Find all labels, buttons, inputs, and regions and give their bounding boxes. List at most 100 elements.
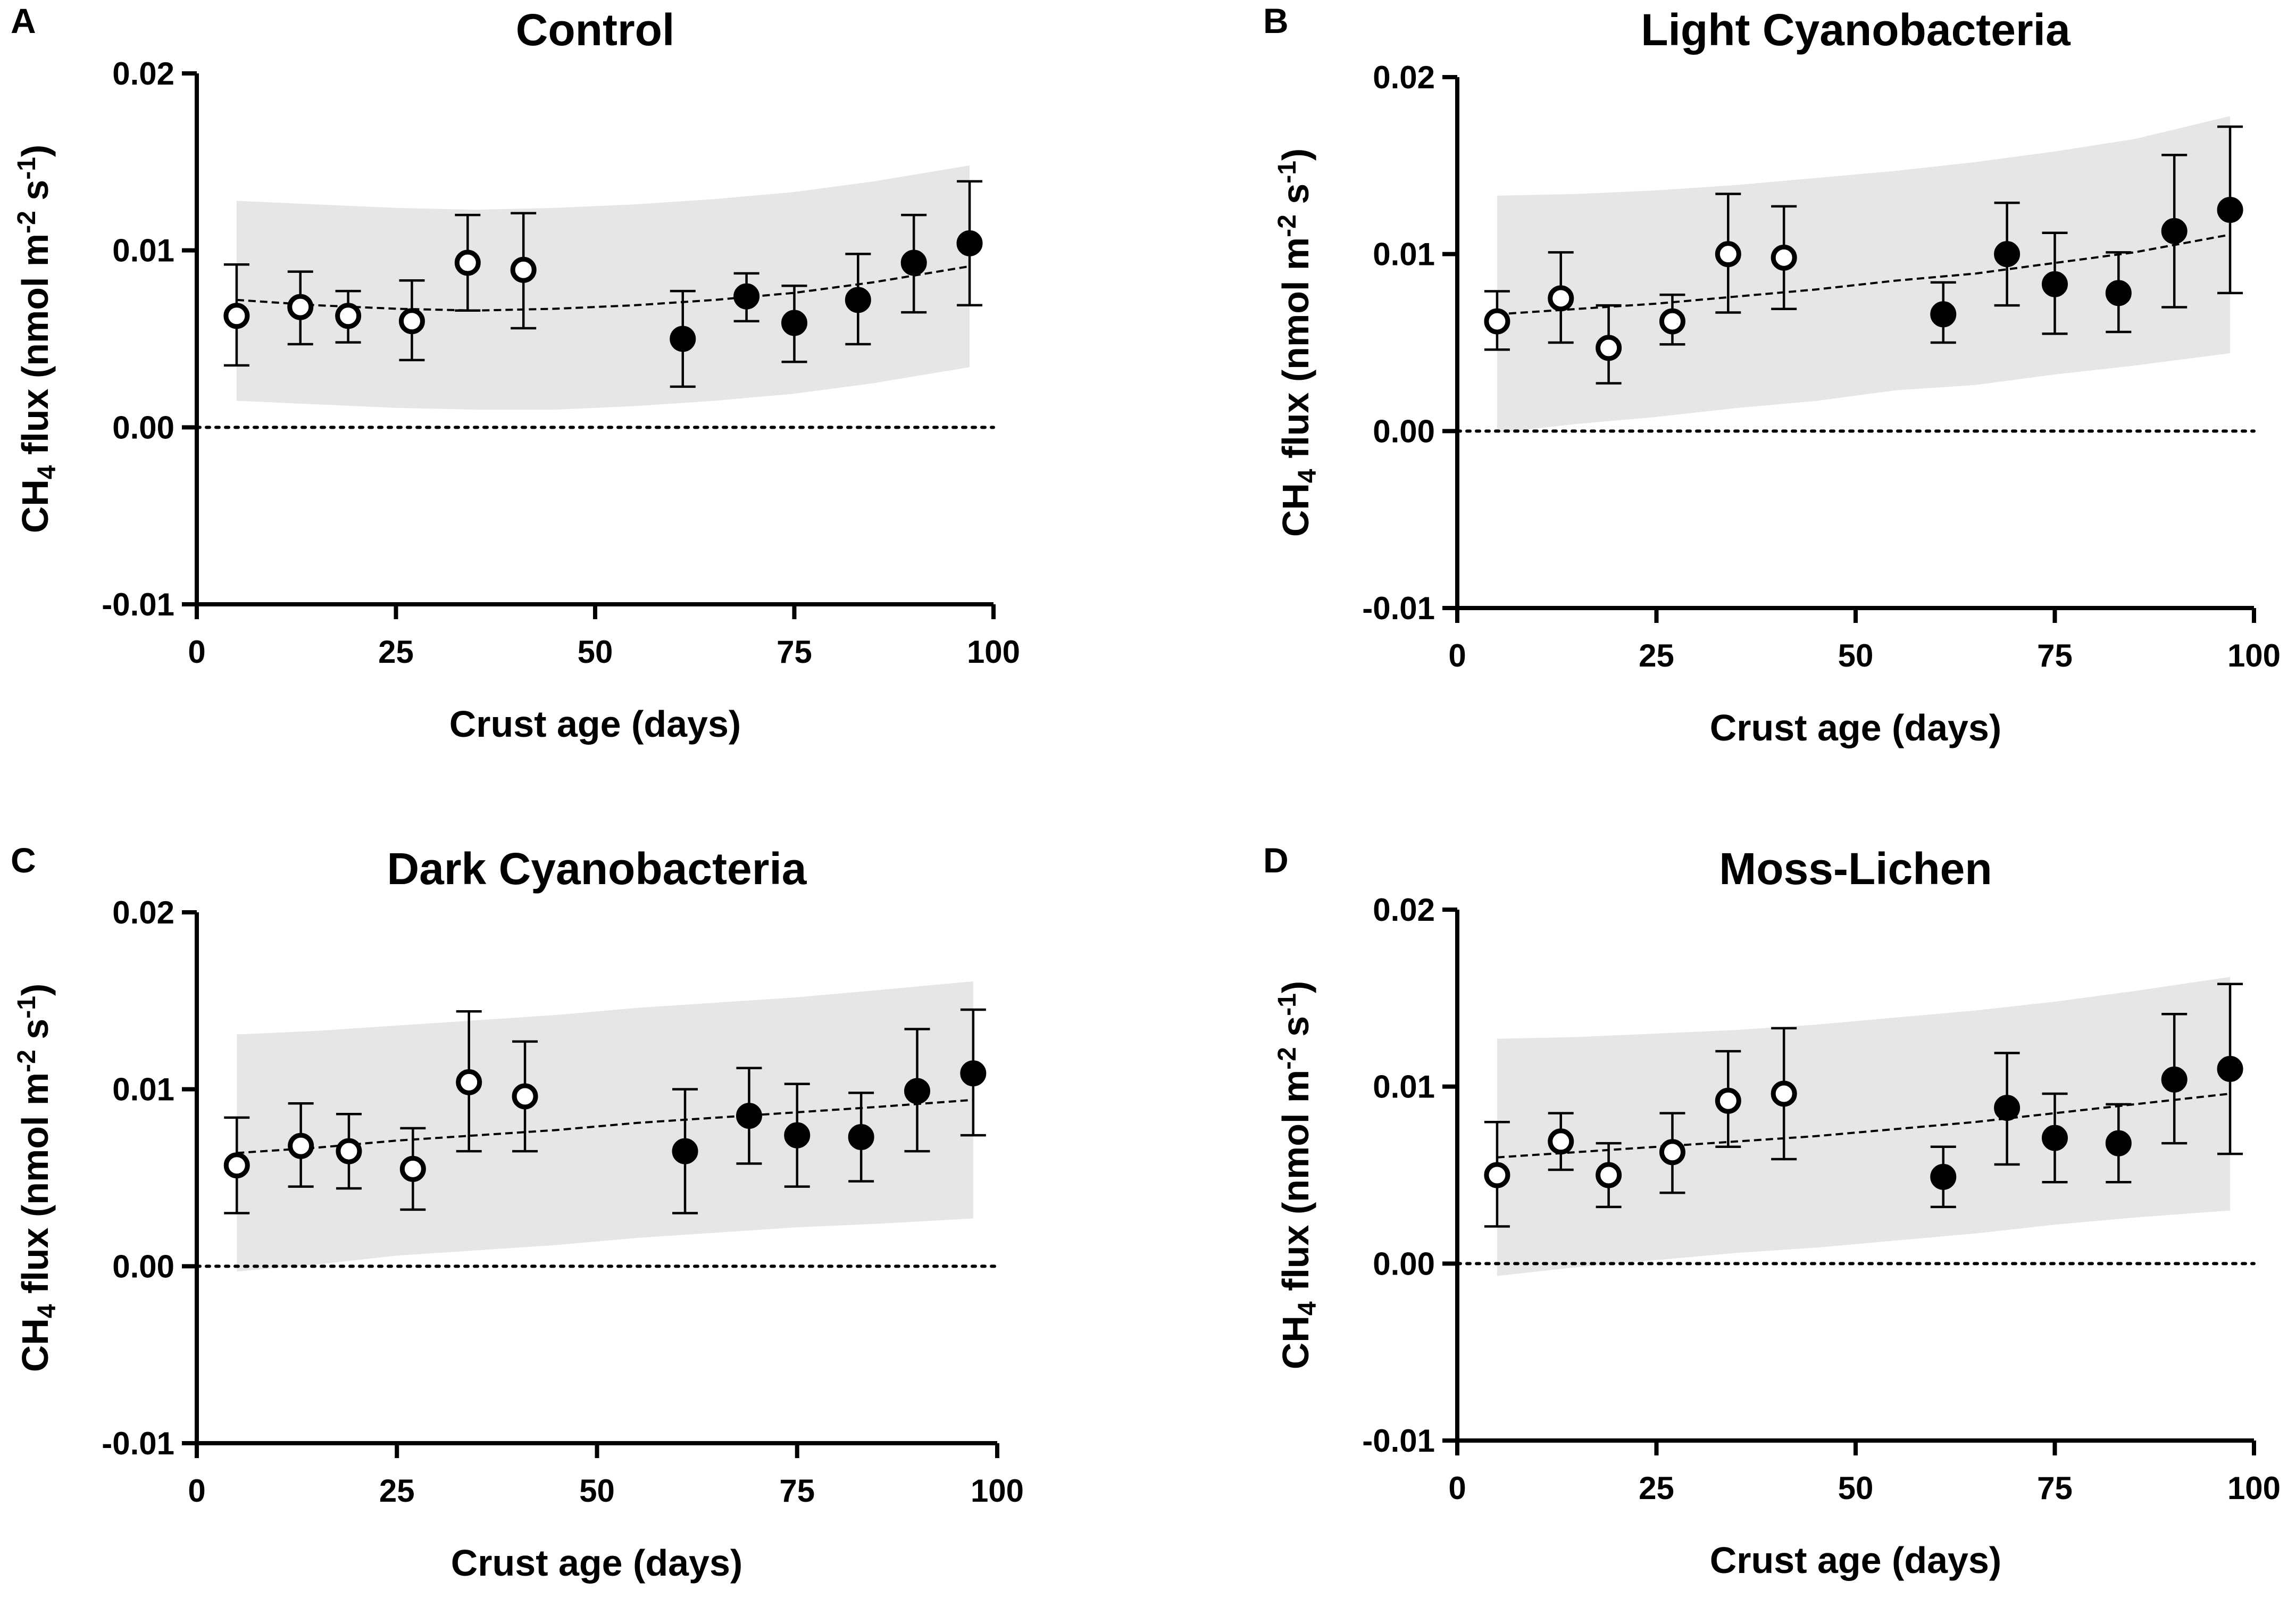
y-tick-label-a: 0.01: [112, 233, 174, 269]
data-point-filled-c: [672, 1138, 698, 1164]
x-axis-label-b: Crust age (days): [1710, 707, 2001, 748]
y-axis-label-a: CH4 flux (nmol m-2 s-1): [13, 145, 61, 533]
x-tick-label-b: 100: [2227, 638, 2281, 673]
panel-title-a: Control: [516, 5, 675, 55]
y-tick-label-c: 0.00: [112, 1249, 174, 1284]
data-point-filled-d: [2042, 1125, 2068, 1151]
x-tick-label-a: 25: [378, 634, 414, 670]
x-tick-label-c: 100: [971, 1473, 1024, 1509]
data-point-filled-c: [960, 1060, 987, 1087]
x-tick-label-c: 25: [379, 1473, 415, 1509]
y-tick-label-b: 0.00: [1373, 413, 1435, 449]
data-point-open-d: [1596, 1162, 1622, 1188]
data-point-open-a: [398, 308, 425, 335]
data-point-filled-a: [781, 310, 807, 336]
data-point-filled-d: [1930, 1163, 1957, 1190]
y-tick-label-d: 0.00: [1373, 1246, 1435, 1281]
data-point-open-c: [223, 1152, 250, 1179]
y-tick-label-b: 0.02: [1373, 60, 1435, 95]
data-point-open-c: [288, 1133, 314, 1159]
data-point-open-d: [1715, 1087, 1741, 1114]
data-point-open-b: [1771, 244, 1797, 271]
panel-c: C Dark Cyanobacteria -0.01 0.00 0.01 0.02 0 2…: [11, 840, 1024, 1584]
panel-letter-c: C: [11, 840, 36, 880]
data-point-filled-d: [2217, 1055, 2243, 1082]
data-point-filled-a: [670, 326, 696, 352]
x-tick-label-b: 75: [2037, 638, 2073, 673]
x-axis-label-c: Crust age (days): [451, 1542, 742, 1584]
x-tick-label-a: 100: [967, 634, 1020, 670]
x-tick-label-a: 50: [578, 634, 613, 670]
data-point-filled-d: [2105, 1130, 2132, 1156]
plot-area-d: -0.01 0.00 0.01 0.02 0 25 50 75 100: [1362, 892, 2281, 1506]
panel-title-d: Moss-Lichen: [1719, 844, 1992, 894]
data-point-open-d: [1659, 1139, 1685, 1166]
y-tick-label-d: 0.02: [1373, 892, 1435, 928]
data-point-filled-c: [904, 1078, 930, 1104]
x-tick-label-b: 25: [1639, 638, 1674, 673]
data-point-open-c: [399, 1155, 426, 1182]
x-tick-label-b: 0: [1448, 638, 1466, 673]
data-point-filled-b: [1994, 241, 2021, 268]
y-axis-label-c: CH4 flux (nmol m-2 s-1): [13, 984, 61, 1372]
data-point-open-a: [223, 303, 250, 329]
data-point-open-a: [335, 303, 362, 329]
data-point-open-b: [1715, 241, 1741, 268]
data-point-open-a: [510, 256, 537, 283]
y-tick-label-a: 0.02: [112, 56, 174, 91]
x-tick-label-d: 50: [1838, 1470, 1874, 1506]
panel-title-c: Dark Cyanobacteria: [387, 844, 807, 894]
panel-title-b: Light Cyanobacteria: [1641, 5, 2071, 55]
data-point-filled-a: [900, 249, 927, 276]
y-tick-label-c: 0.01: [112, 1072, 174, 1108]
x-tick-label-c: 50: [579, 1473, 615, 1509]
x-axis-label-d: Crust age (days): [1710, 1539, 2001, 1581]
data-point-open-a: [454, 249, 481, 276]
y-tick-label-d: 0.01: [1373, 1069, 1435, 1105]
data-point-open-d: [1771, 1080, 1797, 1107]
data-point-open-b: [1548, 285, 1574, 312]
y-tick-label-c: -0.01: [102, 1426, 174, 1461]
data-point-filled-a: [733, 283, 760, 310]
y-axis-label-b: CH4 flux (nmol m-2 s-1): [1273, 148, 1322, 537]
plot-area-c: -0.01 0.00 0.01 0.02 0 25 50 75 100: [102, 895, 1024, 1509]
panel-d: D Moss-Lichen -0.01 0.00 0.01 0.02 0 25 50 75 10…: [1263, 840, 2281, 1581]
data-point-open-b: [1659, 308, 1685, 335]
data-point-open-a: [287, 294, 314, 320]
panel-b: B Light Cyanobacteria -0.01 0.00 0.01 0.02 0…: [1263, 1, 2281, 748]
y-axis-label-d: CH4 flux (nmol m-2 s-1): [1273, 981, 1322, 1369]
data-point-open-b: [1596, 335, 1622, 361]
plot-area-a: -0.01 0.00 0.01 0.02 0 25 50 75 100: [102, 56, 1020, 670]
panel-a: A Control -0.01 0.00 0.01 0.02 0 25 50 75 100 Cr…: [11, 1, 1020, 745]
data-point-filled-b: [2042, 271, 2068, 297]
data-point-open-c: [512, 1083, 538, 1110]
data-point-open-d: [1484, 1162, 1510, 1188]
plot-area-b: -0.01 0.00 0.01 0.02 0 25 50 75 100: [1362, 60, 2281, 673]
x-tick-label-d: 25: [1639, 1470, 1674, 1506]
x-tick-label-d: 100: [2227, 1470, 2281, 1506]
y-tick-label-c: 0.02: [112, 895, 174, 930]
x-tick-label-a: 75: [777, 634, 812, 670]
x-tick-label-c: 75: [779, 1473, 815, 1509]
y-tick-label-b: 0.01: [1373, 237, 1435, 272]
data-point-filled-a: [956, 230, 983, 256]
y-tick-label-d: -0.01: [1362, 1423, 1435, 1459]
confidence-band-a: [236, 165, 970, 410]
x-axis-label-a: Crust age (days): [449, 703, 741, 745]
panel-letter-d: D: [1263, 840, 1289, 880]
data-point-open-b: [1484, 308, 1510, 335]
y-tick-label-a: 0.00: [112, 410, 174, 445]
data-point-filled-a: [845, 287, 871, 313]
confidence-band-b: [1497, 116, 2231, 433]
x-tick-label-a: 0: [188, 634, 205, 670]
y-tick-label-a: -0.01: [102, 587, 174, 622]
x-tick-label-d: 75: [2037, 1470, 2073, 1506]
panel-letter-b: B: [1263, 1, 1289, 40]
data-point-filled-c: [784, 1122, 811, 1148]
data-point-open-c: [336, 1138, 362, 1164]
x-tick-label-d: 0: [1448, 1470, 1466, 1506]
panel-letter-a: A: [11, 1, 36, 40]
data-point-filled-d: [1994, 1095, 2021, 1121]
data-point-filled-b: [2217, 197, 2243, 223]
